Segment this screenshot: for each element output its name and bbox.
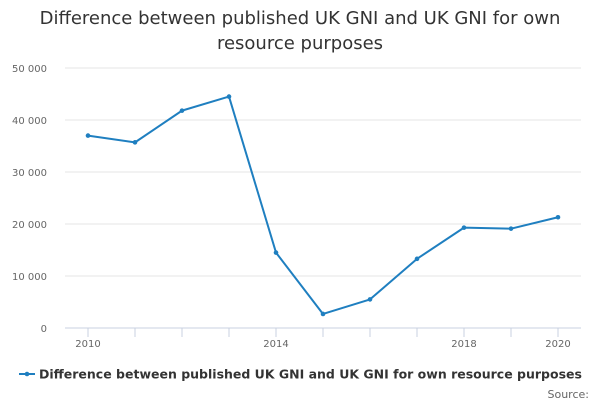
series	[85, 94, 561, 317]
x-tick-label: 2010	[75, 339, 100, 350]
source-label: Source:	[548, 388, 590, 400]
gridlines	[65, 67, 581, 277]
data-point[interactable]	[179, 108, 185, 113]
y-tick-label: 40 000	[12, 116, 47, 127]
data-point[interactable]	[555, 214, 561, 220]
y-tick-label: 30 000	[12, 168, 47, 179]
legend-marker	[24, 371, 30, 377]
data-point[interactable]	[85, 133, 91, 138]
y-tick-label: 20 000	[12, 220, 47, 231]
y-axis: 0 10 000 20 000 30 000 40 000 50 000	[12, 64, 47, 335]
series-line[interactable]	[87, 95, 559, 315]
x-axis: 2010 2014 2018 2020	[65, 327, 581, 350]
data-point[interactable]	[508, 226, 514, 231]
data-point[interactable]	[273, 250, 279, 255]
data-point[interactable]	[367, 297, 373, 302]
chart-title: Difference between published UK GNI and …	[39, 8, 561, 54]
x-tick-label: 2014	[263, 339, 288, 350]
data-point[interactable]	[414, 256, 420, 262]
legend[interactable]: Difference between published UK GNI and …	[19, 367, 582, 382]
data-point[interactable]	[132, 140, 138, 145]
legend-label: Difference between published UK GNI and …	[39, 367, 582, 382]
data-point[interactable]	[461, 225, 467, 230]
x-tick-label: 2018	[451, 339, 476, 350]
data-point[interactable]	[320, 311, 326, 317]
y-tick-label: 0	[41, 324, 47, 335]
y-tick-label: 50 000	[12, 64, 47, 75]
data-point[interactable]	[226, 94, 232, 99]
x-tick-label: 2020	[545, 339, 570, 350]
y-tick-label: 10 000	[12, 272, 47, 283]
